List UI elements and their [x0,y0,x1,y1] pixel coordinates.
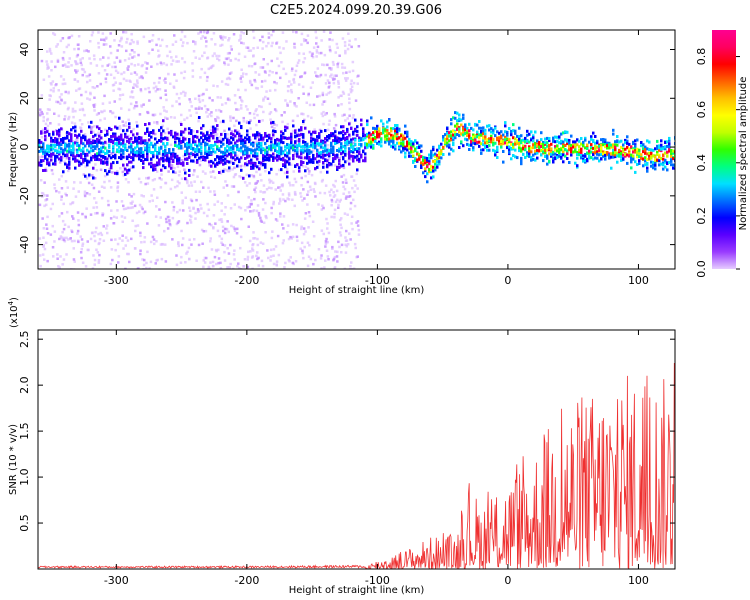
colorbar-label: Normalized spectral amplitude [738,77,749,231]
snr-series [38,362,675,569]
x-tick-label: -100 [365,574,390,587]
x-tick-label: 0 [504,274,511,287]
y-scale-label: (x104) [7,297,20,328]
snr-line [38,362,675,569]
y-tick-label: 2.5 [18,330,31,348]
colorbar-tick-label: 0.0 [695,260,708,278]
colorbar-tick-label: 0.6 [695,101,708,119]
x-tick-label: 100 [628,574,649,587]
y-tick-label: 1.0 [18,468,31,486]
spectrogram-frame [37,29,676,270]
colorbar: 0.0 0.2 0.4 0.6 0.8 Normalized spectral ampli… [695,30,749,278]
x-tick-label: 100 [628,274,649,287]
x-axis-label: Height of straight line (km) [289,585,425,596]
snr-frame [37,329,676,570]
snr-panel: -300 -200 -100 0 100 0.5 1.0 1.5 2.0 2.5 Height of… [7,297,676,596]
colorbar-tick-label: 0.8 [695,48,708,66]
y-tick-label: 1.5 [18,422,31,440]
colorbar-tick-label: 0.2 [695,207,708,225]
x-axis-label: Height of straight line (km) [289,285,425,296]
x-tick-label: -300 [104,274,129,287]
x-tick-label: -300 [104,574,129,587]
y-tick-label: -40 [18,236,31,254]
y-axis-label: SNR (10 * v/v) [8,424,19,495]
colorbar-tick-label: 0.4 [695,154,708,172]
x-tick-label: -200 [234,574,259,587]
y-tick-label: 40 [18,43,31,57]
colorbar-gradient [712,30,736,269]
y-tick-label: -20 [18,187,31,205]
y-axis-label: Frequency (Hz) [8,112,19,188]
x-tick-label: -200 [234,274,259,287]
y-tick-label: 20 [18,91,31,105]
x-tick-label: 0 [504,574,511,587]
chart-title: C2E5.2024.099.20.39.G06 [270,3,442,18]
y-tick-label: 0 [18,144,31,151]
x-tick-label: -100 [365,274,390,287]
y-tick-label: 2.0 [18,376,31,394]
spectrogram-cells [38,30,675,269]
y-tick-label: 0.5 [18,514,31,532]
